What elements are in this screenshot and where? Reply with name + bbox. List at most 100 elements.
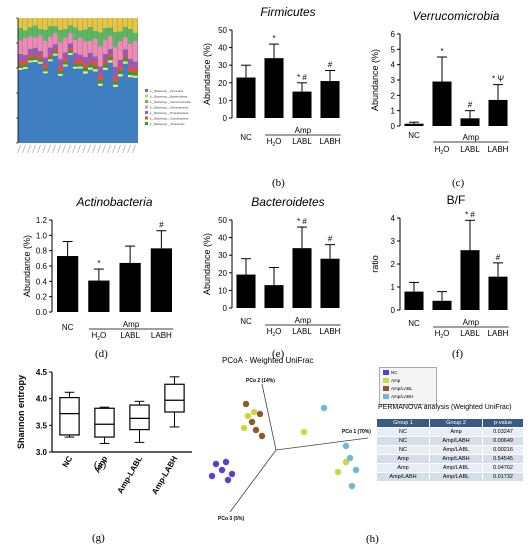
stacked-segment <box>33 55 38 58</box>
legend-entry: k__Bacteria;p__Bacteroidetes <box>150 95 188 99</box>
actinobacteria-bar-chart: Actinobacteria 0.0 0.2 0.4 0.6 0.8 1.0 1.2 Abund… <box>22 195 174 342</box>
panel-label-h: (h) <box>366 533 379 545</box>
stacked-segment <box>73 53 78 61</box>
significance-mark: # <box>328 60 333 69</box>
stacked-segment <box>103 53 108 62</box>
bar <box>320 81 340 118</box>
y-tick-label: 0.6 <box>36 262 48 271</box>
stacked-segment <box>43 57 48 65</box>
y-tick-label: 4 <box>391 61 396 70</box>
stacked-segment <box>63 62 68 65</box>
stacked-segment <box>83 68 88 72</box>
stacked-segment <box>78 64 83 67</box>
stacked-segment <box>98 46 103 67</box>
legend-swatch <box>145 94 148 98</box>
bar <box>404 123 424 126</box>
stacked-segment <box>53 53 58 56</box>
stacked-segment <box>118 71 123 75</box>
stacked-segment <box>108 57 113 61</box>
stacked-segment <box>118 31 123 42</box>
table-row: NC Amp/LABL 0.00216 <box>375 445 524 455</box>
legend-swatch <box>383 369 389 375</box>
stacked-segment <box>68 50 73 54</box>
stacked-segment <box>18 54 23 62</box>
stacked-segment <box>23 18 28 31</box>
stacked-segment <box>23 67 28 69</box>
permanova-table: Group 1 Group 2 p-value NC Amp 0.03247 NC Amp/L… <box>375 418 524 482</box>
category-label: H2O <box>435 329 450 340</box>
x-tick-label <box>27 144 31 154</box>
bar <box>57 256 79 312</box>
stacked-segment <box>68 25 73 34</box>
stacked-segment <box>28 18 33 28</box>
stacked-segment <box>88 64 93 68</box>
y-tick-label: 40 <box>218 234 227 243</box>
pcoa-plot: PCo 2 (14%) PCo 1 (70%) PCo 3 (5%) <box>208 378 371 522</box>
stacked-segment <box>78 54 83 60</box>
stacked-segment <box>23 55 28 60</box>
stacked-segment <box>38 51 43 55</box>
table-cell: Amp <box>375 463 431 473</box>
stacked-segment <box>128 43 133 60</box>
table-cell: Amp/LABL <box>429 463 484 473</box>
category-label: LABL <box>292 327 312 336</box>
stacked-segment <box>93 18 98 32</box>
stacked-segment <box>43 29 48 41</box>
y-tick-label: 3 <box>391 237 396 246</box>
stacked-segment <box>68 18 73 26</box>
stacked-segment <box>108 53 113 58</box>
legend-entry: k__Bacteria;p__Firmicutes <box>150 89 184 93</box>
sample-point <box>258 432 266 440</box>
table-cell: 0.00649 <box>482 436 524 446</box>
stacked-segment <box>68 48 73 51</box>
y-tick-label: 30 <box>218 61 227 70</box>
stacked-segment <box>133 61 138 67</box>
stacked-segment <box>113 67 118 77</box>
sample-point <box>208 472 216 480</box>
stacked-segment <box>63 28 68 38</box>
chart-title: Verrucomicrobia <box>413 9 500 23</box>
stacked-segment <box>123 49 128 56</box>
stacked-segment <box>123 55 128 59</box>
stacked-segment <box>68 43 73 49</box>
significance-mark: * # <box>297 217 307 226</box>
category-label: Amp-LABH <box>150 454 179 496</box>
stacked-segment <box>118 41 123 61</box>
group-label: Amp <box>463 133 480 142</box>
y-tick-label: 10 <box>218 96 227 105</box>
table-header: Group 1 <box>375 418 431 428</box>
sample-point <box>252 426 260 434</box>
sample-point <box>212 460 220 468</box>
verrucomicrobia-bar-chart: Verrucomicrobia 0 1 2 3 4 5 6 Abundance (%) NC * H2… <box>370 9 509 156</box>
y-tick-label: 20 <box>218 79 227 88</box>
stacked-segment <box>133 66 138 73</box>
stacked-segment <box>93 66 98 70</box>
y-tick-label: 2 <box>391 260 396 269</box>
panel-label-e: (e) <box>272 348 285 360</box>
stacked-segment <box>128 18 133 30</box>
permanova-title: PERMANOVA analysis (Weighted UniFrac) <box>378 404 512 411</box>
stacked-segment <box>48 56 53 60</box>
stacked-segment <box>88 67 93 70</box>
stacked-segment <box>98 74 103 81</box>
table-cell: Amp/LABL <box>429 472 484 482</box>
bar <box>264 58 284 118</box>
y-tick-label: 20 <box>218 269 227 278</box>
stacked-segment <box>133 40 138 62</box>
legend-swatch <box>383 385 389 391</box>
stacked-segment <box>108 35 113 50</box>
stacked-segment <box>43 71 48 74</box>
table-cell: Amp/LABH <box>429 436 484 446</box>
legend-entry: Amp/LABH <box>383 392 436 400</box>
stacked-segment <box>28 36 33 50</box>
sample-point <box>228 470 236 478</box>
stacked-segment <box>53 44 58 49</box>
bar <box>292 248 312 308</box>
category-label: NC <box>240 133 252 142</box>
category-label: Amp-LABL <box>116 454 145 495</box>
legend-label: NC <box>391 369 398 375</box>
stacked-segment <box>98 80 103 84</box>
category-label: LABH <box>488 329 509 338</box>
y-tick-label: 1 <box>391 107 396 116</box>
x-tick-label <box>77 144 81 154</box>
